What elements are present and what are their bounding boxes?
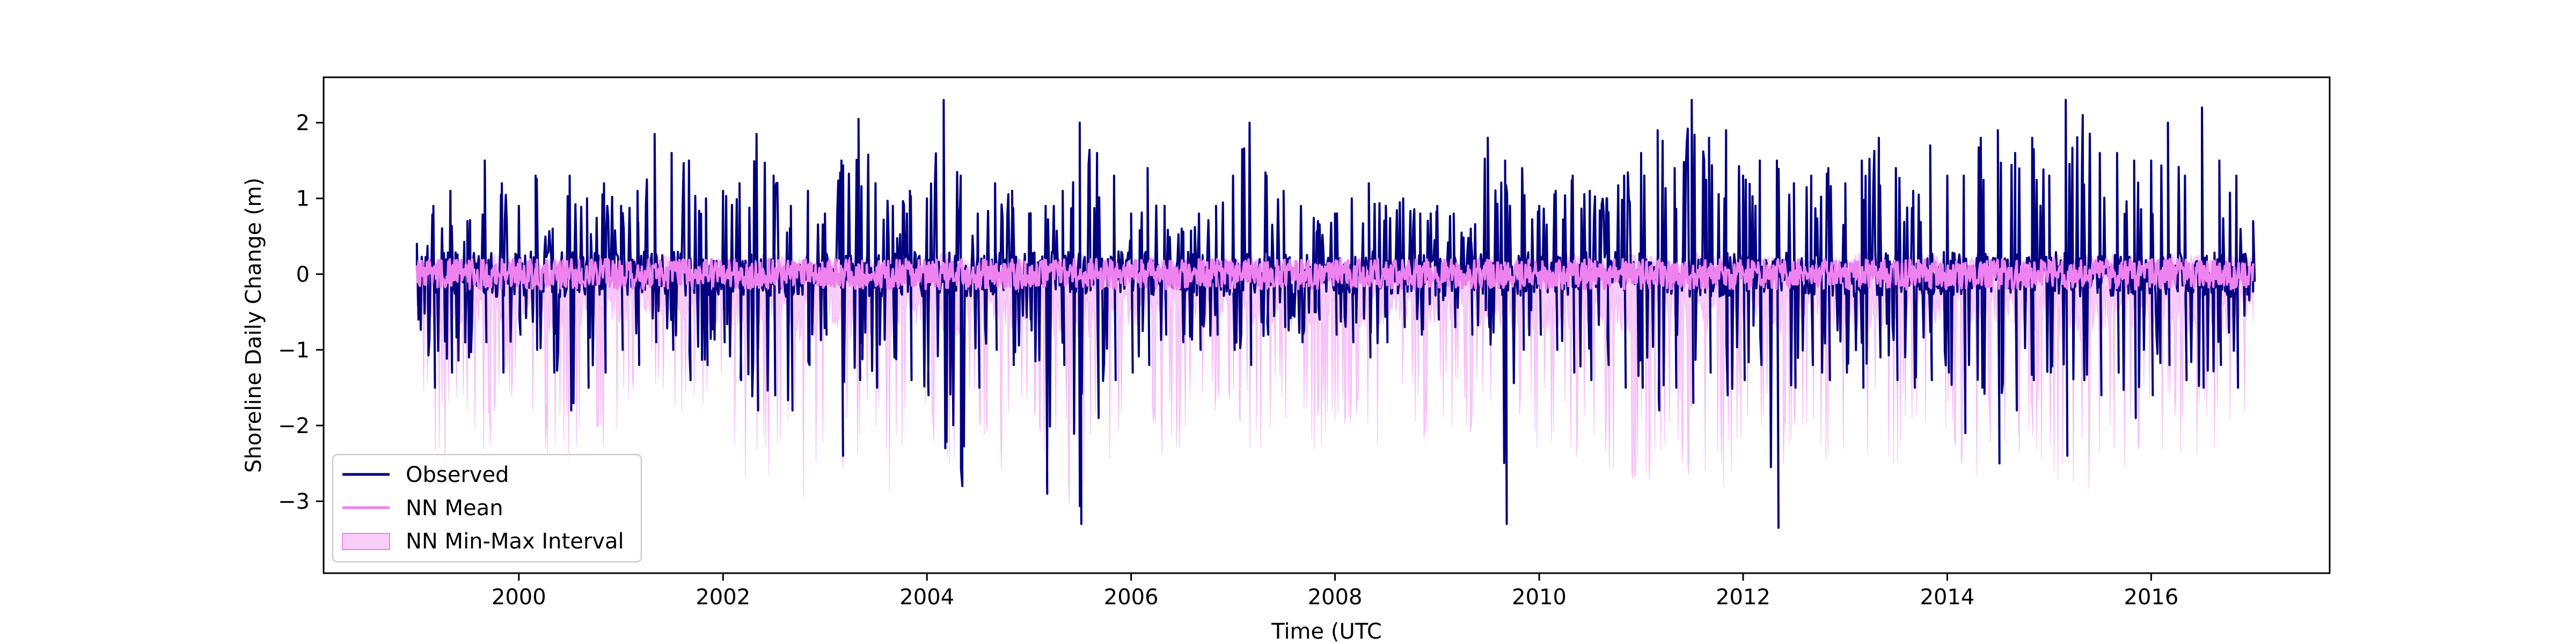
y-axis: −3 −2 −1 0 1 2 (278, 111, 324, 514)
x-tick-label: 2006 (1104, 585, 1159, 610)
legend-nn-interval-label: NN Min-Max Interval (406, 529, 624, 554)
legend-box (332, 453, 642, 563)
legend-nn-interval-swatch (342, 533, 390, 550)
legend-observed-label: Observed (406, 463, 509, 487)
y-tick-label: 1 (296, 187, 310, 211)
observed-line (415, 99, 2256, 529)
x-tick-label: 2014 (1920, 585, 1975, 610)
legend-nn-mean-label: NN Mean (406, 496, 503, 521)
x-tick-label: 2010 (1512, 585, 1567, 610)
y-tick-label: 0 (296, 262, 310, 287)
y-tick-label: −3 (278, 489, 310, 514)
x-tick-label: 2002 (696, 585, 750, 610)
y-axis-label: Shoreline Daily Change (m) (241, 178, 266, 473)
x-tick-label: 2004 (899, 585, 954, 610)
x-axis-label: Time (UTC (1271, 619, 1382, 644)
nn-mean-line (415, 258, 2255, 291)
x-tick-label: 2008 (1308, 585, 1363, 610)
y-tick-label: −2 (278, 414, 310, 438)
legend: Observed NN Mean NN Min-Max Interval (332, 453, 642, 563)
x-tick-label: 2016 (2124, 585, 2179, 610)
y-tick-label: −1 (278, 338, 310, 363)
plot-frame (323, 76, 2331, 574)
y-tick-label: 2 (296, 111, 310, 136)
x-tick-label: 2012 (1716, 585, 1770, 610)
plot-area (415, 99, 2256, 529)
x-tick-label: 2000 (492, 585, 546, 610)
x-axis: 2000 2002 2004 2006 2008 2010 2012 2014 2016 (492, 573, 2178, 610)
